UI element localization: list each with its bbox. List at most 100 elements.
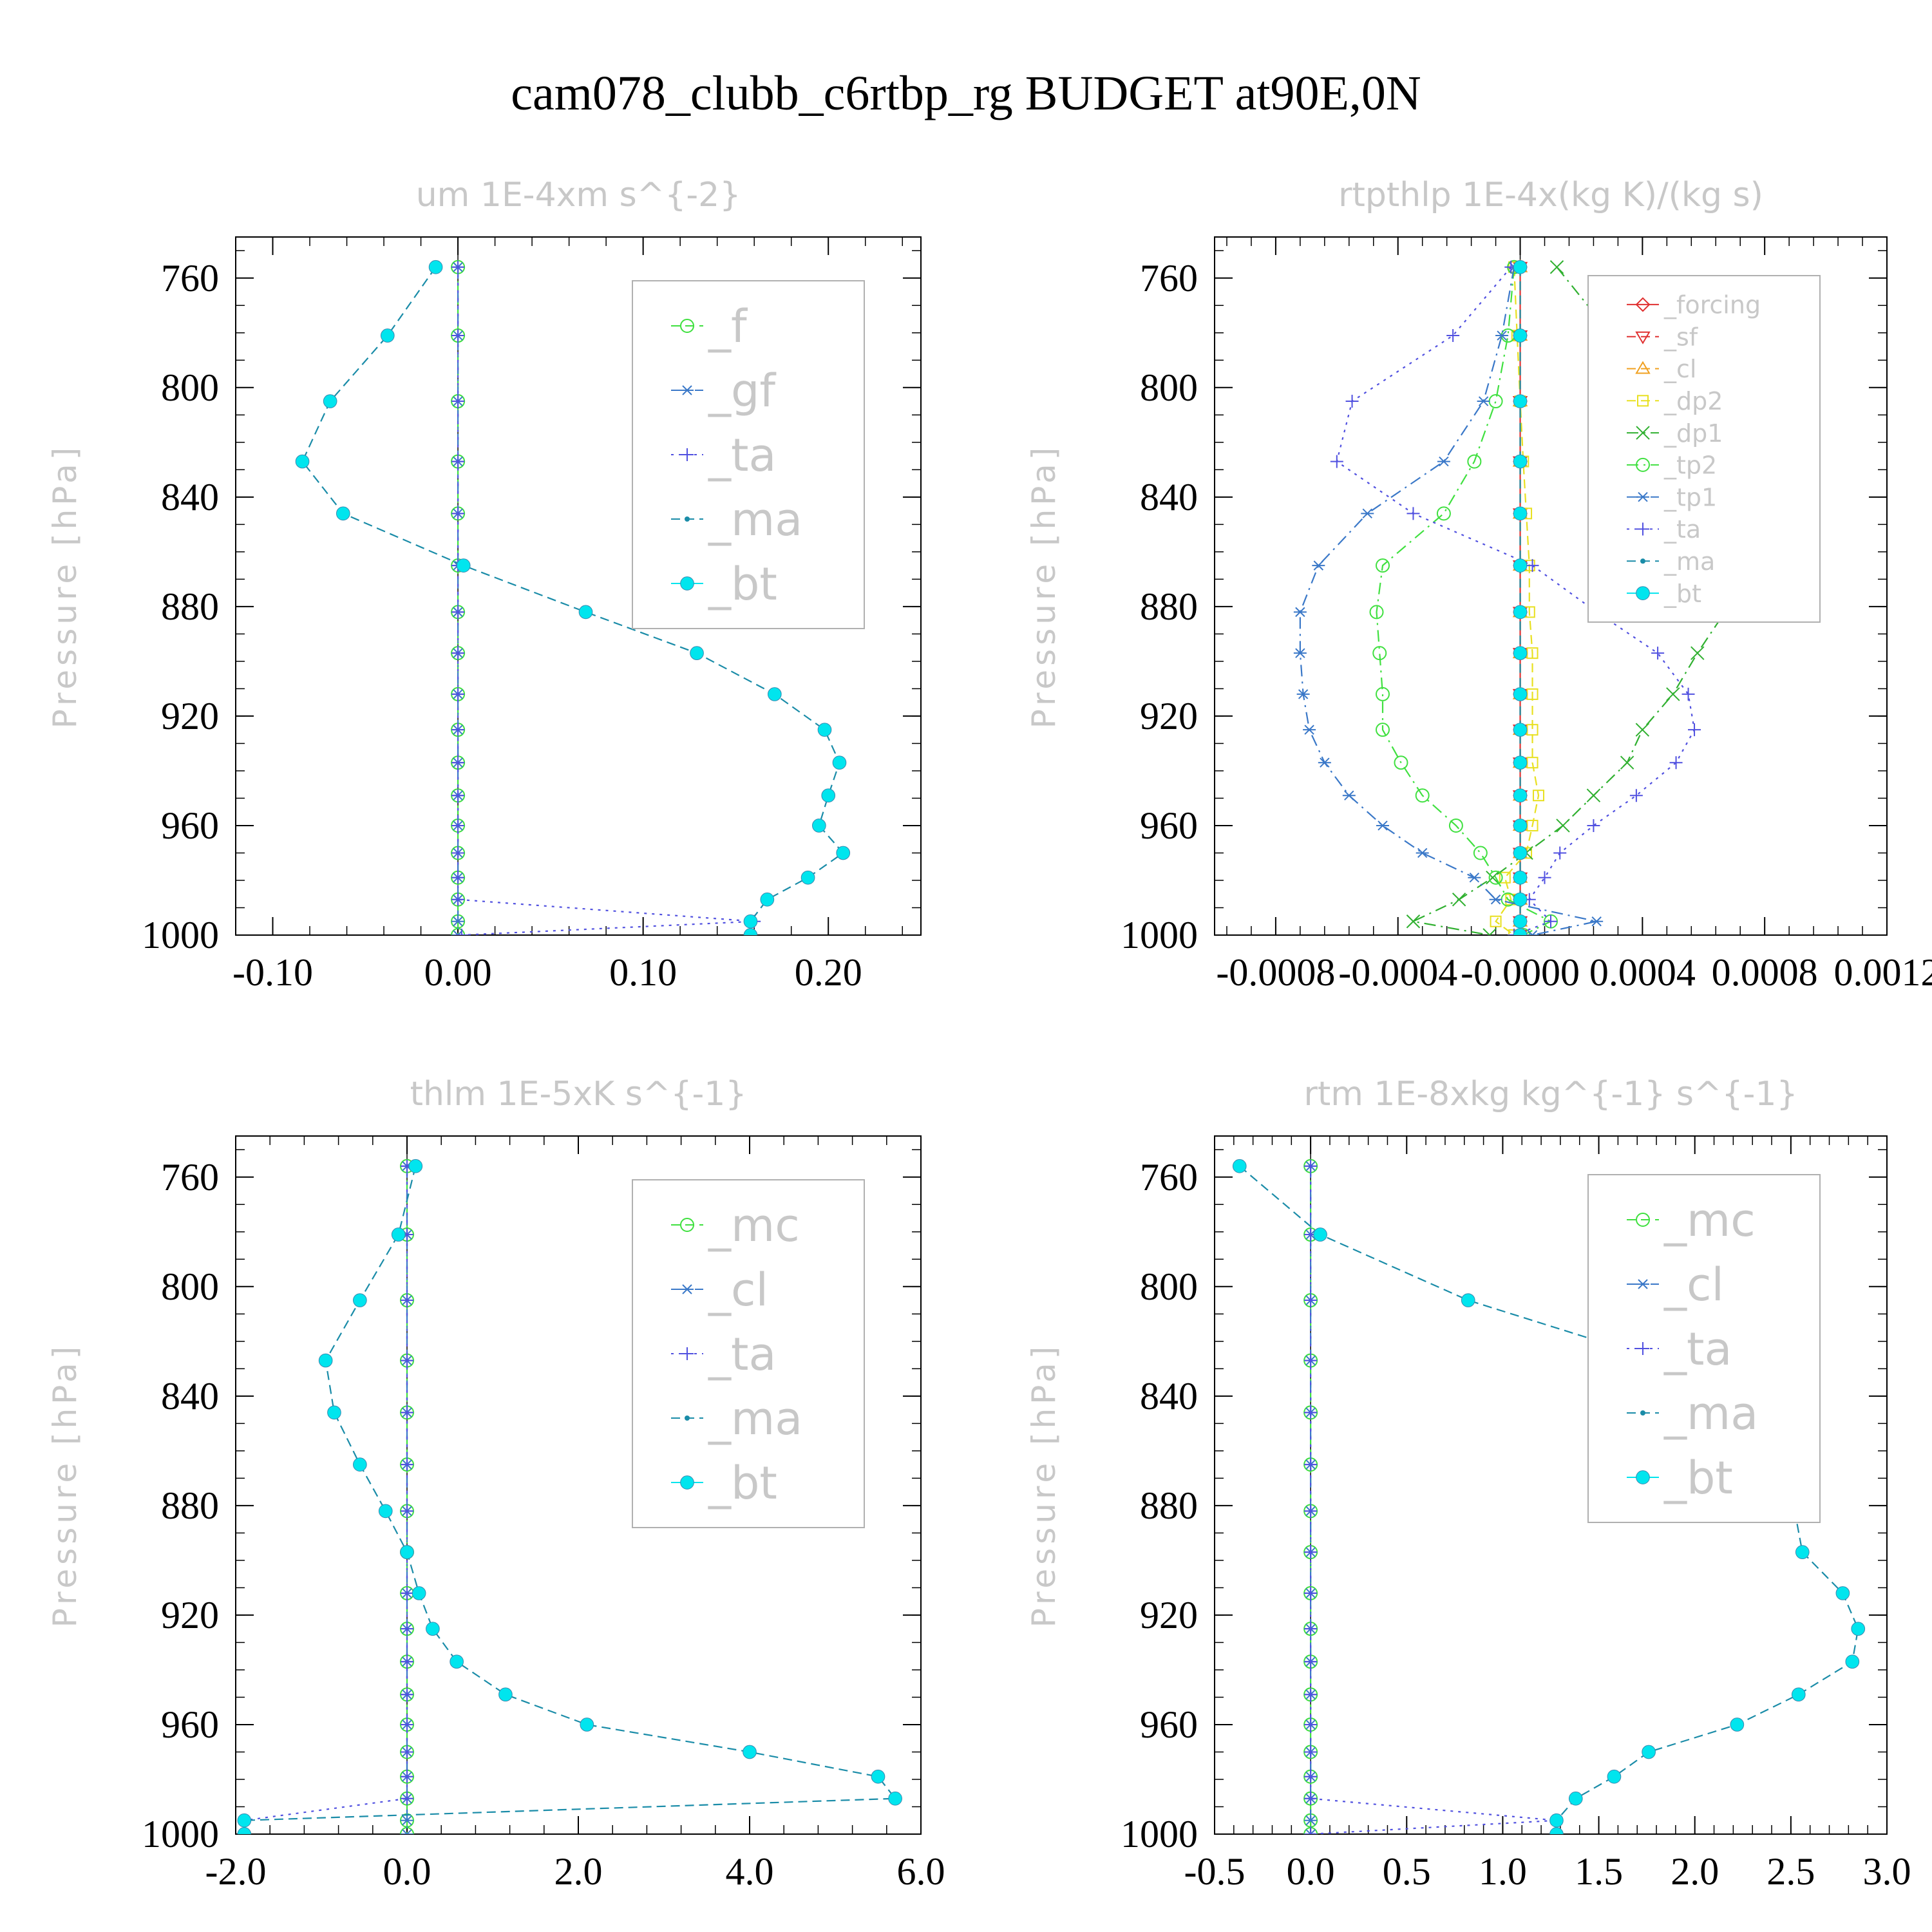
data-point	[1415, 788, 1430, 803]
legend-label: _ma	[708, 493, 802, 546]
legend-marker	[1636, 457, 1650, 472]
data-point	[1513, 646, 1528, 660]
data-point	[1513, 394, 1528, 408]
data-point	[1452, 893, 1466, 907]
data-point	[1526, 757, 1539, 769]
data-point	[451, 329, 465, 343]
legend-marker	[1635, 297, 1651, 312]
data-point	[1651, 647, 1665, 660]
plot-frame	[1214, 236, 1888, 936]
data-point	[1372, 646, 1387, 661]
x-tick-label: 0.0012	[1834, 951, 1932, 994]
data-point	[1304, 1546, 1318, 1559]
legend-item: _tp1	[1627, 483, 1717, 511]
legend-label: _ta	[1663, 515, 1701, 544]
legend-marker	[1635, 361, 1651, 374]
y-tick-label: 880	[1140, 1484, 1198, 1527]
legend-item: _mc	[671, 1199, 800, 1252]
data-point	[426, 1622, 440, 1636]
data-point	[1526, 688, 1539, 700]
data-point	[1304, 1829, 1318, 1834]
data-point	[455, 929, 468, 935]
data-point	[1436, 506, 1451, 521]
y-tick-label: 1000	[1121, 914, 1198, 956]
data-point	[401, 1586, 413, 1600]
x-tick-label: 2.0	[1671, 1850, 1719, 1893]
legend: _mc _cl _ta _ma _bt	[1587, 1174, 1821, 1523]
legend-label: _ma	[1663, 547, 1715, 576]
legend-item: _ta	[1627, 515, 1701, 544]
data-point	[1394, 755, 1408, 770]
data-point	[451, 756, 465, 770]
legend-label: _cl	[1663, 1258, 1724, 1311]
legend-marker	[680, 1218, 694, 1232]
data-point	[451, 871, 465, 884]
legend-item: _ma	[1627, 1387, 1758, 1440]
data-point	[401, 1458, 413, 1472]
data-point	[428, 260, 443, 274]
legend-marker	[1636, 491, 1649, 502]
data-point	[1376, 687, 1390, 701]
data-point	[401, 1354, 413, 1367]
legend-item: _cl	[671, 1264, 768, 1316]
data-point	[1513, 892, 1528, 907]
data-point	[401, 1829, 413, 1834]
data-point	[1795, 1545, 1810, 1559]
x-tick-label: 0.0	[383, 1850, 431, 1893]
x-tick-label: 1.0	[1479, 1850, 1527, 1893]
data-point	[451, 507, 465, 520]
data-point	[451, 455, 465, 468]
data-point	[1304, 1406, 1318, 1419]
data-point	[1293, 607, 1307, 618]
legend-item: _bt	[671, 558, 777, 611]
data-point	[1416, 848, 1429, 858]
data-point	[401, 1294, 413, 1307]
data-point	[1461, 1293, 1475, 1307]
legend-item: _cl	[1627, 355, 1696, 383]
data-point	[401, 1655, 413, 1669]
y-tick-label: 920	[161, 695, 219, 737]
panel-rtpthlp: rtpthlp 1E-4x(kg K)/(kg s) Pressure [hPa…	[1025, 176, 1932, 994]
y-tick-label: 800	[1140, 366, 1198, 409]
x-tick-label: -0.5	[1184, 1850, 1245, 1893]
data-point	[401, 1815, 413, 1826]
series-line	[301, 267, 844, 935]
data-point	[1590, 916, 1604, 927]
data-point	[1330, 455, 1343, 468]
legend-label: _gf	[708, 365, 776, 417]
data-point	[1549, 260, 1564, 274]
legend-label: _ta	[708, 1328, 776, 1381]
y-tick-label: 840	[1140, 476, 1198, 518]
legend-marker	[681, 1284, 694, 1294]
data-point	[767, 687, 782, 701]
y-tick-label: 920	[1140, 695, 1198, 737]
data-point	[353, 1457, 367, 1472]
data-point	[1477, 396, 1490, 406]
series-bt	[1513, 260, 1528, 935]
data-point	[380, 328, 395, 343]
x-tick-label: -0.0008	[1216, 951, 1335, 994]
y-tick-label: 920	[1140, 1594, 1198, 1636]
data-point	[401, 1406, 413, 1419]
data-point	[1482, 928, 1497, 935]
data-point	[1513, 846, 1528, 860]
data-point	[1666, 687, 1680, 701]
data-point	[1513, 928, 1528, 935]
legend-label: _tp1	[1663, 483, 1717, 511]
x-tick-label: 0.5	[1383, 1850, 1431, 1893]
data-point	[1669, 756, 1683, 770]
data-point	[1304, 1458, 1318, 1472]
y-tick-label: 960	[161, 1703, 219, 1746]
data-point	[1513, 914, 1528, 929]
data-point	[1526, 647, 1539, 659]
data-point	[323, 394, 337, 408]
panel-title: rtpthlp 1E-4x(kg K)/(kg s)	[1338, 176, 1763, 214]
data-point	[1513, 605, 1528, 620]
y-axis-label: Pressure [hPa]	[46, 1343, 84, 1628]
data-point	[401, 1504, 413, 1518]
y-axis-label: Pressure [hPa]	[1025, 444, 1063, 729]
data-point	[836, 846, 851, 860]
data-point	[1553, 846, 1567, 860]
data-point	[1376, 820, 1389, 831]
legend-label: _ma	[1663, 1387, 1758, 1440]
